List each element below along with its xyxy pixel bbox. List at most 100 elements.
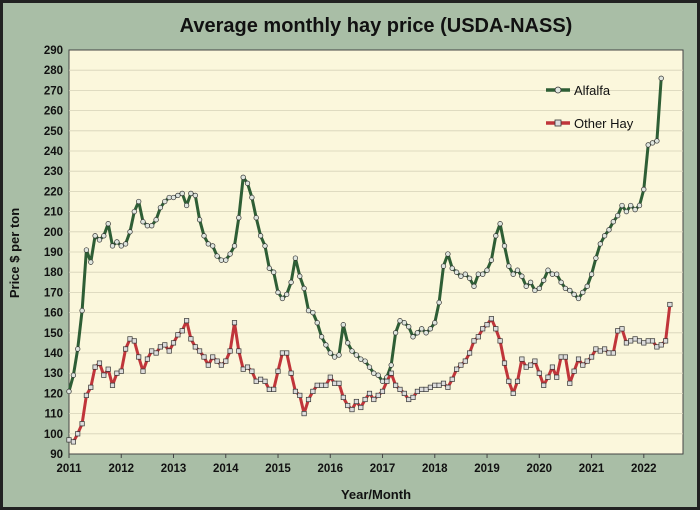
alfalfa-point — [432, 320, 438, 326]
alfalfa-point — [205, 241, 211, 247]
other-hay-point — [575, 356, 582, 362]
other-hay-point — [519, 356, 525, 362]
other-hay-point — [205, 362, 211, 368]
alfalfa-point — [475, 271, 481, 277]
alfalfa-point — [445, 251, 451, 257]
alfalfa-point — [349, 348, 355, 354]
alfalfa-point — [109, 243, 116, 249]
alfalfa-point — [379, 378, 386, 384]
other-hay-point — [571, 368, 577, 374]
alfalfa-point — [83, 247, 90, 253]
other-hay-point — [549, 364, 555, 370]
alfalfa-point — [310, 309, 316, 316]
y-tick-label: 120 — [44, 388, 63, 400]
other-hay-point — [454, 366, 460, 372]
other-hay-point — [83, 392, 89, 398]
other-hay-point — [580, 362, 586, 368]
alfalfa-point — [523, 283, 529, 289]
chart-title: Average monthly hay price (USDA-NASS) — [180, 15, 573, 37]
alfalfa-point — [70, 372, 77, 378]
alfalfa-point — [214, 253, 220, 259]
alfalfa-point — [288, 279, 294, 285]
y-tick-label: 170 — [44, 287, 63, 299]
x-tick-label: 2014 — [213, 463, 239, 475]
other-hay-point — [123, 346, 129, 352]
series-lines — [66, 75, 673, 445]
alfalfa-point — [236, 215, 242, 221]
alfalfa-point — [318, 334, 325, 340]
other-hay-point — [436, 382, 442, 388]
other-hay-point — [227, 348, 233, 354]
other-hay-point — [667, 301, 673, 308]
alfalfa-point — [584, 283, 590, 289]
x-tick-label: 2012 — [108, 463, 134, 475]
other-hay-point — [501, 360, 508, 366]
other-hay-point — [602, 346, 608, 352]
other-hay-point — [188, 336, 194, 342]
other-hay-point — [379, 388, 386, 394]
alfalfa-point — [257, 233, 264, 239]
other-hay-point — [432, 382, 438, 388]
alfalfa-point — [362, 358, 368, 364]
alfalfa-point — [493, 233, 499, 239]
alfalfa-point — [127, 229, 133, 235]
other-hay-point — [297, 392, 303, 398]
other-hay-point — [310, 388, 316, 394]
x-tick-label: 2021 — [579, 463, 605, 475]
alfalfa-point — [201, 233, 207, 239]
other-hay-point — [445, 384, 451, 390]
other-hay-point — [127, 336, 133, 342]
alfalfa-point — [262, 243, 268, 249]
other-hay-point — [589, 354, 595, 360]
other-hay-point — [197, 348, 203, 354]
other-hay-point — [636, 338, 643, 344]
alfalfa-point — [588, 271, 595, 277]
alfalfa-point — [244, 180, 251, 186]
other-hay-point — [449, 376, 455, 382]
other-hay-point — [323, 382, 329, 388]
y-tick-label: 240 — [44, 146, 63, 158]
alfalfa-point — [118, 243, 124, 249]
alfalfa-point — [188, 190, 194, 197]
other-hay-point — [131, 338, 137, 344]
alfalfa-point — [510, 271, 516, 277]
alfalfa-point — [423, 330, 429, 336]
other-hay-point — [336, 380, 342, 386]
alfalfa-point — [414, 330, 421, 336]
y-tick-label: 100 — [44, 429, 63, 441]
alfalfa-point — [183, 202, 190, 209]
other-hay-point — [314, 382, 320, 388]
alfalfa-point — [567, 287, 573, 294]
alfalfa-point — [606, 227, 612, 233]
x-tick-label: 2016 — [317, 463, 343, 475]
other-hay-point — [70, 439, 76, 445]
alfalfa-point — [358, 356, 364, 362]
alfalfa-point — [297, 273, 303, 279]
other-hay-point — [236, 348, 242, 354]
alfalfa-point — [466, 275, 473, 281]
other-hay-point — [218, 362, 224, 368]
alfalfa-point — [131, 208, 137, 215]
other-hay-point — [153, 350, 159, 356]
alfalfa-point — [527, 279, 534, 285]
other-hay-point — [532, 358, 538, 364]
other-hay-point — [288, 370, 294, 376]
alfalfa-point — [575, 295, 582, 302]
other-hay-point — [649, 338, 656, 344]
x-tick-label: 2015 — [265, 463, 291, 475]
y-tick-label: 270 — [44, 85, 63, 97]
other-hay-point — [528, 362, 534, 368]
other-hay-point — [410, 394, 416, 400]
alfalfa-point — [314, 320, 320, 326]
other-hay-point — [467, 350, 473, 356]
other-hay-point — [258, 376, 264, 382]
alfalfa-point — [79, 307, 85, 314]
other-hay-point — [140, 368, 146, 374]
alfalfa-point — [96, 237, 103, 243]
alfalfa-point — [192, 192, 198, 199]
other-hay-point — [170, 340, 177, 346]
alfalfa-point — [649, 140, 656, 146]
other-hay-point — [497, 338, 503, 344]
alfalfa-point — [75, 346, 81, 352]
other-hay-point — [480, 326, 486, 332]
